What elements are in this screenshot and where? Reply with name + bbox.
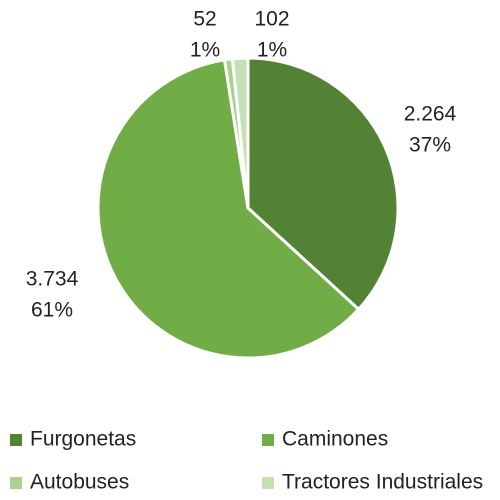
pie-slice [246,56,400,312]
value-label: 102 [254,8,289,31]
value-label: 52 [193,8,216,31]
legend-label: Autobuses [30,471,129,494]
legend-swatch [10,477,22,489]
legend-swatch [262,477,274,489]
legend-label: Furgonetas [30,428,136,451]
value-label: 2.264 [404,103,457,126]
legend-swatch [10,434,22,446]
pie-slice [96,58,361,360]
percent-label: 61% [31,299,73,322]
percent-label: 37% [409,134,451,157]
pie-slice [230,56,250,209]
percent-label: 1% [190,39,220,62]
legend-label: Caminones [282,428,388,451]
value-label: 3.734 [26,268,79,291]
percent-label: 1% [257,39,287,62]
legend-label: Tractores Industriales [282,471,483,494]
legend-swatch [262,434,274,446]
